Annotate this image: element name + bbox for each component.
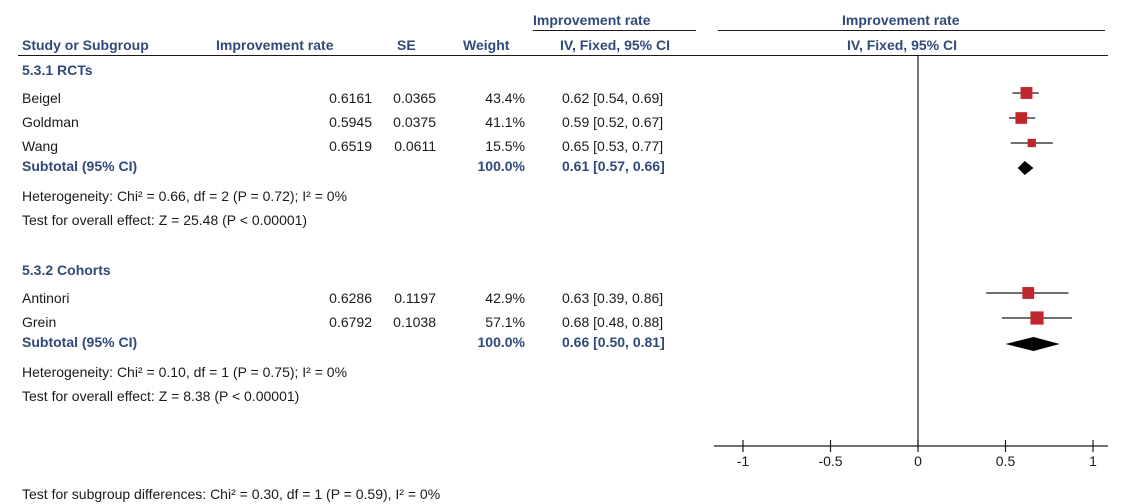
subtotal-label: Subtotal (95% CI) — [22, 158, 138, 174]
x-axis-tick-label: 0.5 — [996, 453, 1016, 469]
study-ci: 0.59 [0.52, 0.67] — [562, 114, 664, 130]
study-rate: 0.6792 — [329, 314, 372, 330]
subgroup-title: 5.3.2 Cohorts — [22, 262, 111, 278]
col-plot-header: IV, Fixed, 95% CI — [847, 37, 957, 53]
study-se: 0.0611 — [394, 138, 436, 154]
study-weight: 43.4% — [485, 90, 525, 106]
x-axis-tick-label: 0 — [914, 453, 922, 469]
col-se-header: SE — [397, 37, 416, 53]
study-weight: 57.1% — [485, 314, 525, 330]
subtotal-ci: 0.66 [0.50, 0.81] — [562, 334, 665, 350]
heterogeneity-text: Heterogeneity: Chi² = 0.10, df = 1 (P = … — [22, 364, 348, 380]
study-square-marker — [1020, 87, 1033, 99]
study-name: Grein — [22, 314, 57, 330]
study-se: 0.1197 — [394, 290, 436, 306]
subtotal-weight: 100.0% — [477, 158, 525, 174]
study-square-marker — [1027, 138, 1036, 148]
study-se: 0.0365 — [393, 90, 436, 106]
study-name: Beigel — [22, 90, 61, 106]
col-study-header: Study or Subgroup — [22, 37, 149, 53]
col-rate-header: Improvement rate — [216, 37, 334, 53]
heterogeneity-text: Heterogeneity: Chi² = 0.66, df = 2 (P = … — [22, 188, 348, 204]
subtotal-weight: 100.0% — [477, 334, 525, 350]
study-weight: 42.9% — [485, 290, 525, 306]
subtotal-diamond — [1005, 337, 1060, 351]
col-weight-header: Weight — [463, 37, 510, 53]
subtotal-diamond — [1017, 161, 1034, 175]
study-ci: 0.63 [0.39, 0.86] — [562, 290, 664, 306]
col-ci-header: IV, Fixed, 95% CI — [560, 37, 670, 53]
study-ci: 0.62 [0.54, 0.69] — [562, 90, 664, 106]
x-axis-tick-label: -1 — [737, 453, 750, 469]
study-weight: 15.5% — [485, 138, 525, 154]
study-rate: 0.6286 — [329, 290, 372, 306]
study-rate: 0.5945 — [329, 114, 372, 130]
study-name: Goldman — [22, 114, 79, 130]
study-name: Wang — [22, 138, 59, 154]
study-rate: 0.6519 — [329, 138, 372, 154]
subgroup-title: 5.3.1 RCTs — [22, 62, 93, 78]
study-rate: 0.6161 — [329, 90, 372, 106]
ci-group-header: Improvement rate — [533, 12, 651, 28]
plot-header-rule — [718, 30, 1105, 31]
study-square-marker — [1015, 112, 1028, 124]
overall-effect-text: Test for overall effect: Z = 8.38 (P < 0… — [22, 388, 300, 404]
study-square-marker — [1022, 287, 1035, 299]
header-bottom-rule — [18, 55, 1108, 56]
x-axis-tick-label: 1 — [1089, 453, 1097, 469]
subtotal-ci: 0.61 [0.57, 0.66] — [562, 158, 665, 174]
study-se: 0.1038 — [393, 314, 436, 330]
study-weight: 41.1% — [485, 114, 525, 130]
study-ci: 0.68 [0.48, 0.88] — [562, 314, 664, 330]
study-name: Antinori — [22, 290, 70, 306]
overall-effect-text: Test for overall effect: Z = 25.48 (P < … — [22, 212, 308, 228]
ci-header-rule — [533, 30, 696, 31]
study-ci: 0.65 [0.53, 0.77] — [562, 138, 664, 154]
study-se: 0.0375 — [393, 114, 436, 130]
study-square-marker — [1030, 311, 1044, 325]
subgroup-differences-text: Test for subgroup differences: Chi² = 0.… — [22, 486, 441, 502]
x-axis-tick-label: -0.5 — [818, 453, 842, 469]
plot-group-header: Improvement rate — [842, 12, 960, 28]
subtotal-label: Subtotal (95% CI) — [22, 334, 138, 350]
